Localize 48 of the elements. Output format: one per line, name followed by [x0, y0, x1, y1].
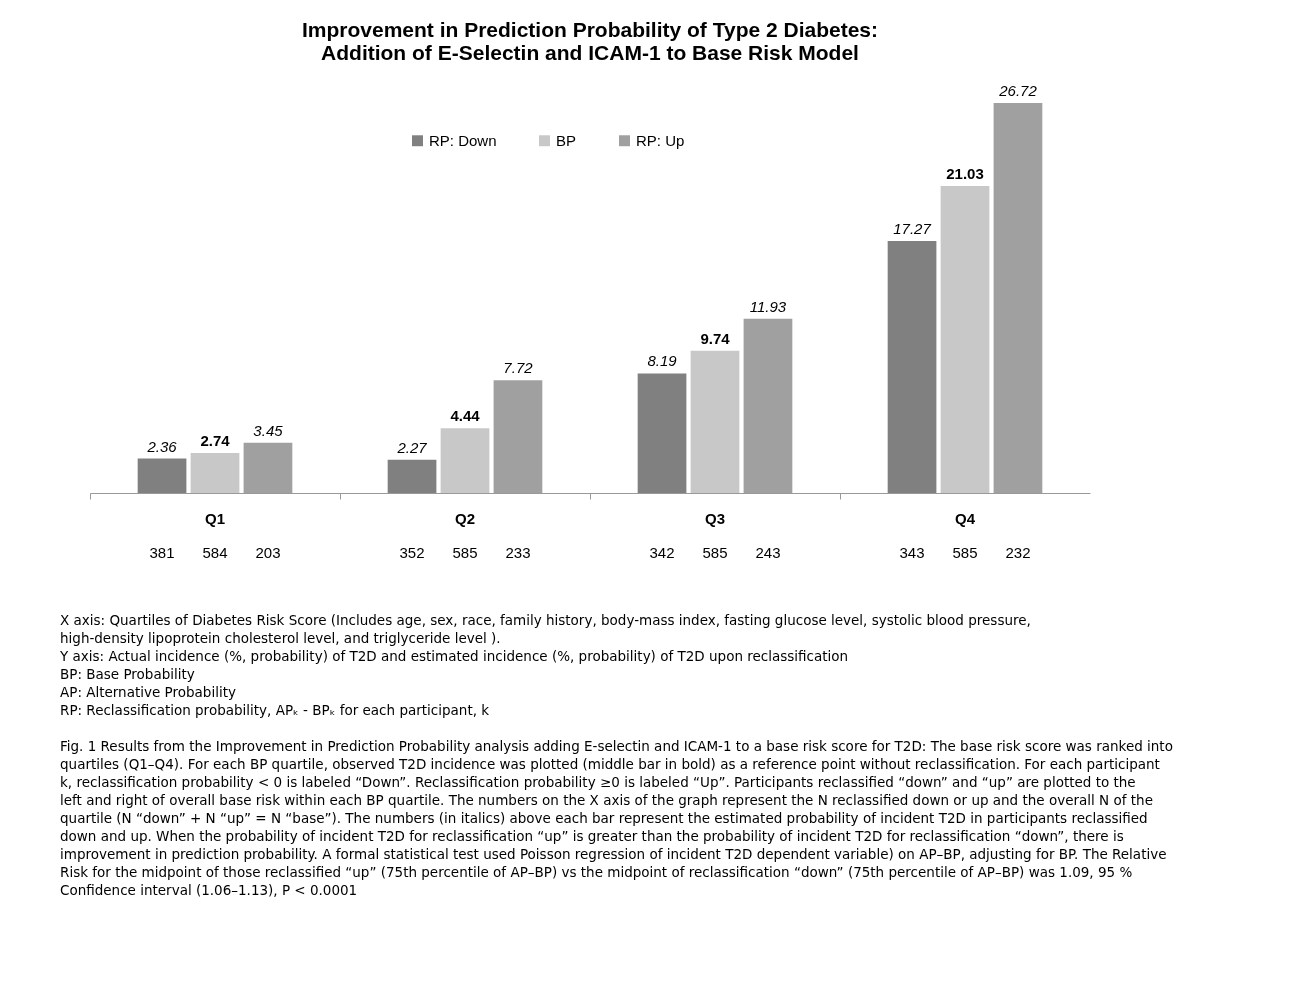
x-tick-label: Q2: [454, 509, 476, 527]
text: 243: [755, 544, 781, 561]
legend-label: RP: Up: [636, 131, 685, 149]
bar: [940, 186, 990, 493]
bar: [690, 350, 740, 493]
data-label: 2.27: [396, 438, 428, 456]
legend-label: BP: [556, 131, 577, 149]
text: 343: [899, 544, 925, 561]
text: Improvement in Prediction Probability of Type 2 Diabetes:: [301, 18, 879, 41]
text: RP: Reclassification probability, APₖ - BPₖ for each participant, k: [60, 702, 490, 718]
text: 232: [1005, 544, 1031, 561]
bar: [387, 459, 437, 493]
data-label: 11.93: [749, 297, 787, 315]
text: 352: [399, 544, 425, 561]
bar: [887, 240, 937, 493]
data-label: 17.27: [893, 219, 932, 237]
bar: [190, 453, 240, 493]
data-label: 21.03: [946, 165, 984, 183]
text: 203: [255, 544, 281, 561]
data-label: 8.19: [647, 352, 678, 370]
text: Addition of E-Selectin and ICAM-1 to Base Risk Model: [321, 41, 859, 64]
x-tick-label: Q4: [954, 509, 976, 527]
x-tick-label: Q3: [704, 509, 726, 527]
data-label: 2.36: [146, 437, 178, 455]
bar: [637, 373, 687, 493]
data-label: 2.74: [200, 432, 231, 450]
text: high-density lipoprotein cholesterol level, and triglyceride level ).: [60, 630, 501, 646]
text: X axis: Quartiles of Diabetes Risk Score (Includes age, sex, race, family history, body-mass index, fasting glucose level, systolic blood pressure,: [60, 612, 1031, 628]
text: AP: Alternative Probability: [60, 684, 236, 700]
data-label: 7.72: [503, 359, 534, 377]
text: BP: Base Probability: [60, 666, 195, 682]
x-tick-label: Q1: [204, 509, 226, 527]
data-label: 26.72: [998, 82, 1038, 99]
legend-label: RP: Down: [429, 131, 497, 149]
bar: [440, 428, 490, 493]
data-label: 4.44: [450, 407, 481, 425]
text: 381: [149, 544, 175, 561]
text: Fig. 1 Results from the Improvement in Prediction Probability analysis adding E-selectin and ICAM-1 to a base risk score for T2D: The base risk score was ranked into quartiles (Q1–Q4). For each BP quartile, observed T2D incidence was plotted (middle bar in bold) as a reference point without reclassification. For each participant k, reclassification probability < 0 is labeled “Down”. Reclassification probability ≥0 is labeled “Up”. Participants reclassified “down” and “up” are plotted to the left and right of overall base risk within each BP quartile. The numbers on the X axis of the graph represent the N reclassified down or up and the overall N of the quartile (N “down” + N “up” = N “base”). The numbers (in italics) above each bar represent the estimated probability of incident T2D in participants reclassified down and up. When the probability of incident T2D for reclassification “up” is greater than the probability of incident T2D for reclassification “down”, there is improvement in prediction probability. A formal statistical test used Poisson regression of incident T2D dependent variable) on AP–BP, adjusting for BP. The Relative Risk for the midpoint of those reclassified “up” (75th percentile of AP–BP) vs the midpoint of reclassification “down” (75th percentile of AP–BP) was 1.09, 95 % Confidence interval (1.06–1.13), P < 0.0001: [60, 738, 1173, 898]
text: 342: [649, 544, 675, 561]
text: 585: [702, 544, 728, 561]
text: 585: [952, 544, 978, 561]
data-label: 9.74: [700, 329, 731, 347]
data-label: 3.45: [253, 421, 284, 439]
text: 585: [452, 544, 478, 561]
bar: [137, 458, 187, 493]
text: 233: [505, 544, 531, 561]
text: 584: [202, 544, 228, 561]
text: Y axis: Actual incidence (%, probability) of T2D and estimated incidence (%, probability) of T2D upon reclassification: [59, 648, 849, 664]
